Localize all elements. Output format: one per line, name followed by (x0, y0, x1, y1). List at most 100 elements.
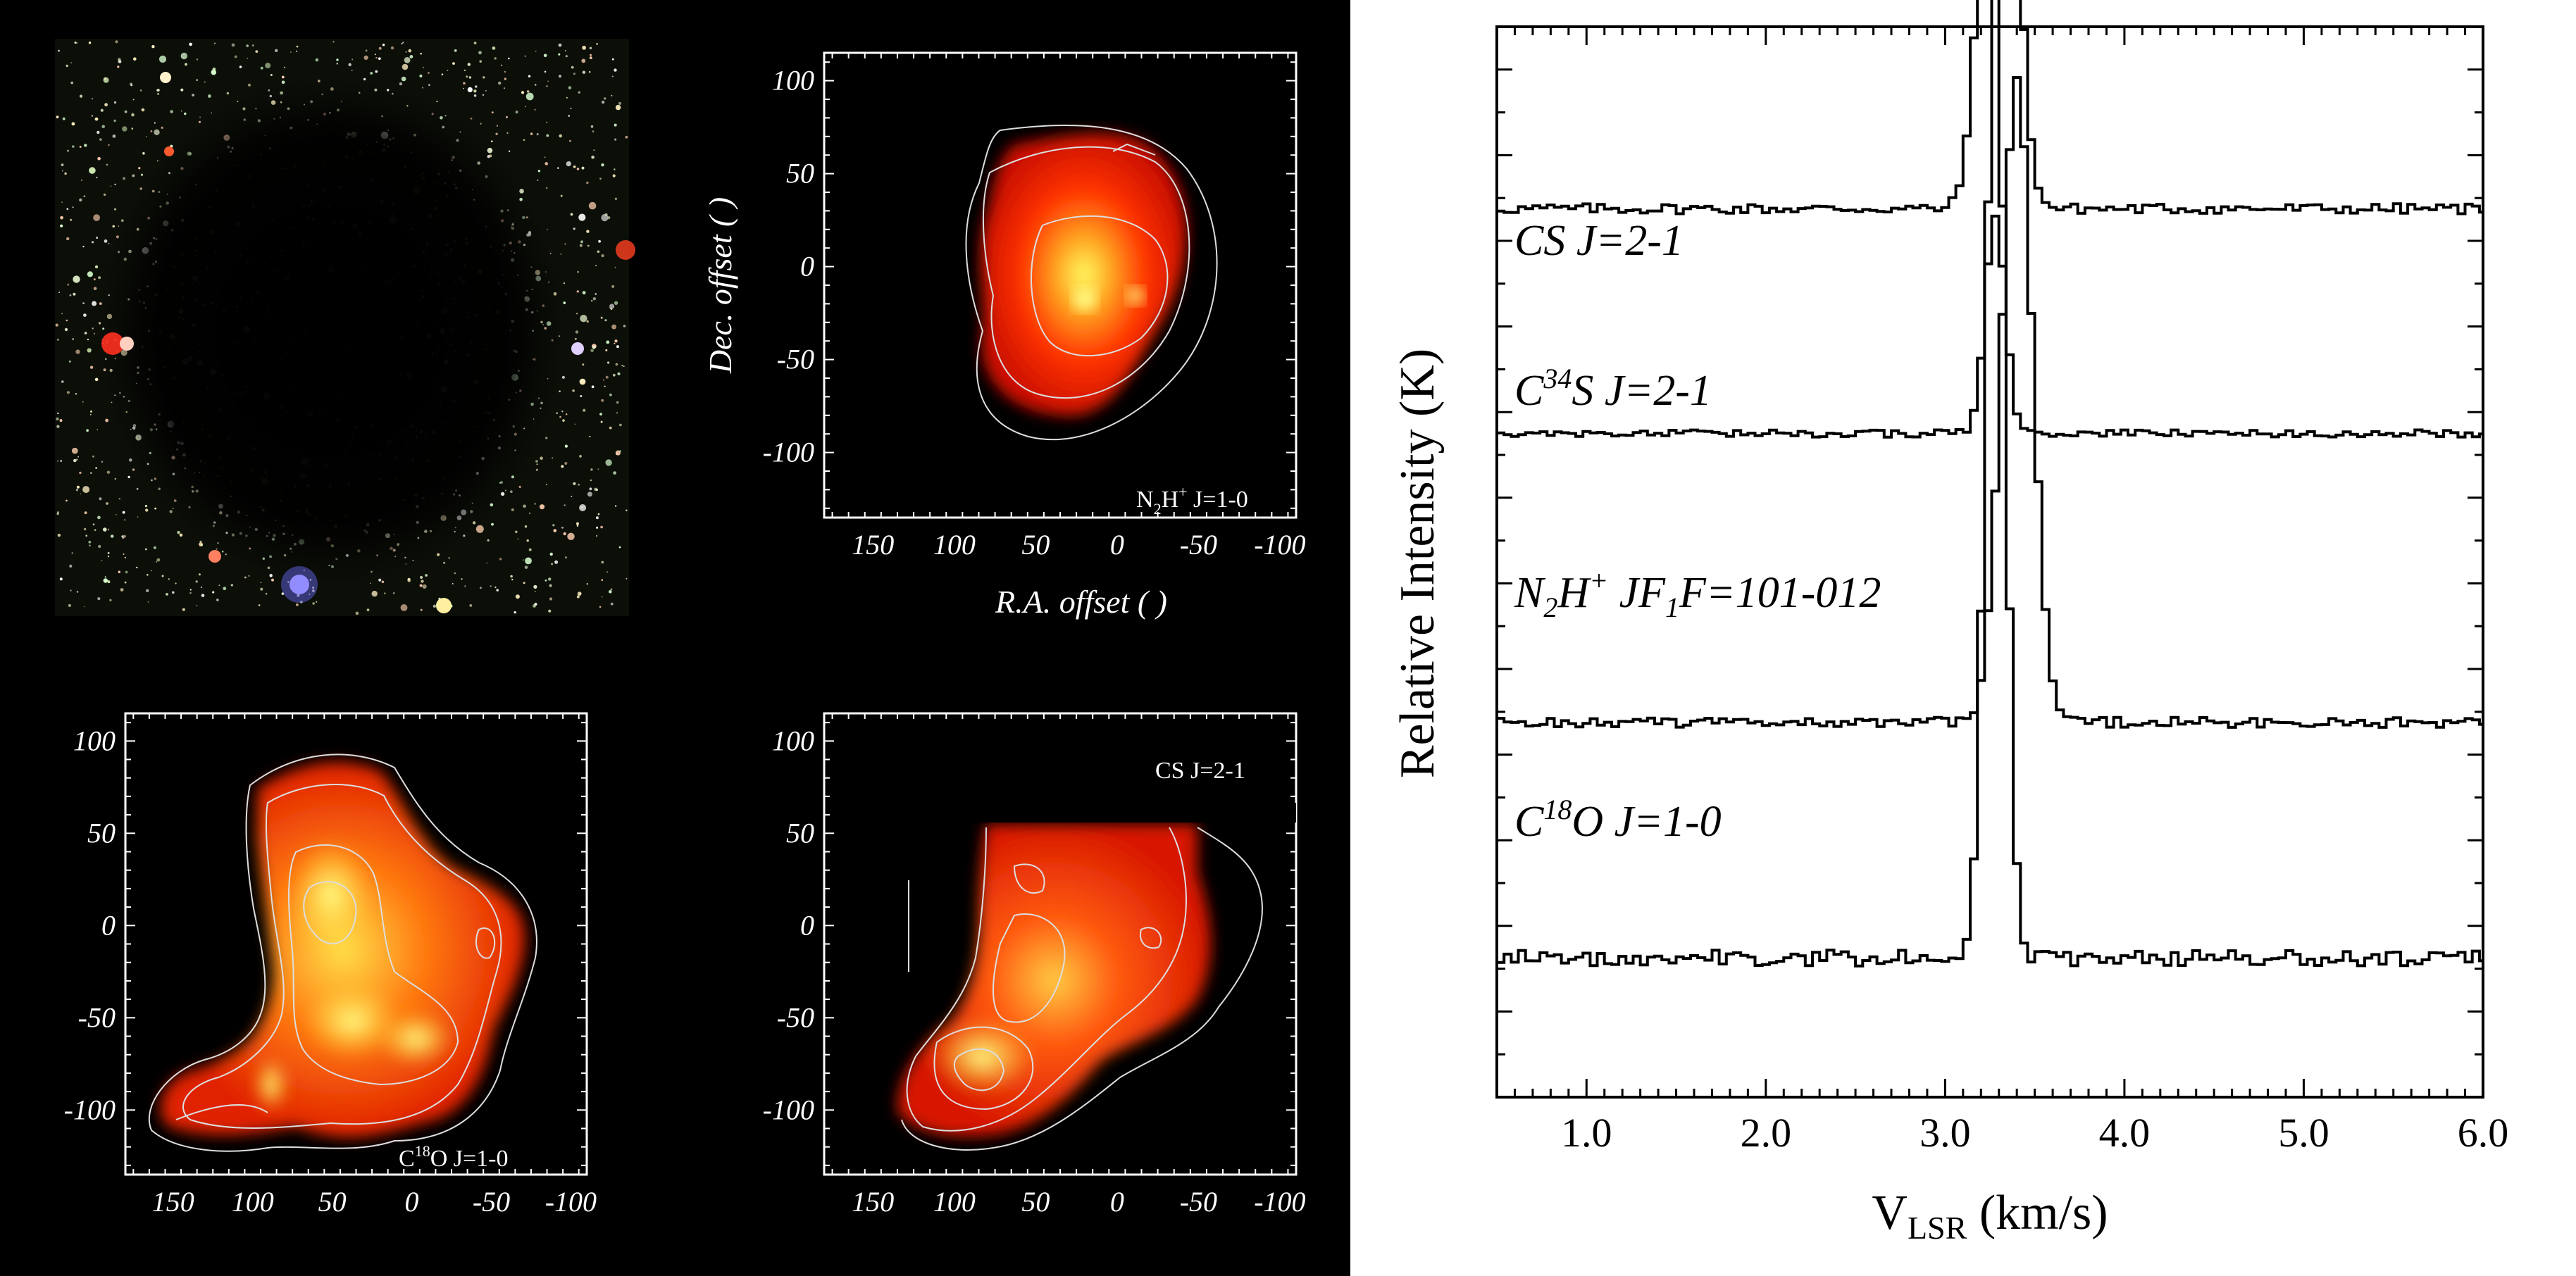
star (213, 42, 216, 44)
star (515, 530, 518, 534)
star (534, 108, 536, 111)
star (574, 337, 577, 340)
star (90, 472, 92, 474)
star (88, 540, 92, 544)
star (212, 591, 215, 594)
star (103, 578, 108, 583)
star (132, 468, 135, 471)
star (452, 62, 455, 65)
star (611, 58, 614, 61)
star (64, 327, 68, 332)
star (600, 525, 603, 529)
star (218, 584, 220, 587)
star (580, 240, 583, 244)
star (508, 150, 511, 152)
star (539, 504, 545, 510)
y-tick-label: -50 (78, 1001, 116, 1033)
x-tick-label: 150 (852, 1186, 894, 1218)
star (551, 563, 553, 565)
y-tick-label: -100 (763, 1094, 814, 1125)
star (528, 75, 531, 78)
star (494, 586, 497, 589)
star (443, 561, 446, 564)
star (515, 594, 520, 599)
star (503, 87, 506, 89)
star (561, 375, 566, 379)
star (433, 604, 437, 608)
left-figure: N2H+ J=1-0 100 50 0 -50 -100 150 100 50 0 -50 -10… (0, 0, 1350, 1276)
star (67, 283, 70, 286)
star (623, 325, 626, 327)
star (76, 591, 79, 593)
star (569, 139, 571, 142)
star (97, 429, 98, 431)
star (92, 455, 94, 458)
star (223, 587, 227, 591)
x-tick-label: 5.0 (2278, 1110, 2329, 1156)
star (536, 133, 539, 136)
star (592, 346, 596, 349)
star (535, 460, 538, 463)
star (544, 70, 547, 73)
star (586, 582, 589, 585)
star (571, 65, 574, 69)
star (108, 242, 110, 244)
star (612, 373, 616, 377)
star (578, 213, 586, 221)
star (246, 44, 249, 47)
star (56, 513, 59, 515)
star (73, 458, 77, 463)
star (479, 587, 482, 589)
star (479, 60, 482, 63)
x-tick-label: 6.0 (2458, 1110, 2509, 1156)
star (66, 391, 70, 394)
star (595, 488, 599, 492)
star (59, 419, 63, 423)
star (498, 81, 502, 85)
star (618, 546, 621, 549)
star (553, 529, 557, 532)
star (605, 349, 608, 351)
star (607, 216, 611, 220)
star (101, 125, 105, 128)
star (374, 54, 376, 56)
star (378, 578, 382, 582)
spectra-series-labels: CS J=2-1 C34S J=2-1 N2H+ JF1F=101-012 C18O … (1514, 217, 1881, 846)
star (588, 201, 597, 210)
red-star (101, 332, 124, 355)
star (103, 527, 107, 532)
star (57, 511, 59, 513)
star (534, 84, 537, 86)
star (127, 475, 130, 479)
star (530, 132, 533, 135)
x-tick-label: -50 (1180, 529, 1217, 561)
y-tick-label: 50 (87, 817, 116, 849)
y-tick-label: 50 (786, 817, 814, 849)
star (580, 315, 587, 323)
star (123, 553, 125, 555)
star (283, 66, 286, 68)
star (133, 57, 137, 61)
star (515, 111, 518, 114)
series-label: C18O J=1-0 (1514, 794, 1722, 846)
star (112, 225, 115, 228)
star (544, 156, 546, 158)
star (409, 55, 413, 58)
star (132, 174, 135, 177)
star (578, 91, 580, 94)
star (591, 385, 595, 389)
star (216, 599, 219, 601)
star (141, 108, 145, 112)
star (156, 561, 158, 563)
star (590, 349, 594, 353)
star (184, 112, 187, 115)
star (101, 461, 104, 463)
star (559, 415, 561, 418)
star (234, 55, 237, 58)
star (200, 586, 203, 589)
star (467, 63, 471, 66)
star (82, 246, 85, 248)
star (57, 461, 58, 462)
star (93, 278, 96, 281)
star (72, 338, 74, 340)
